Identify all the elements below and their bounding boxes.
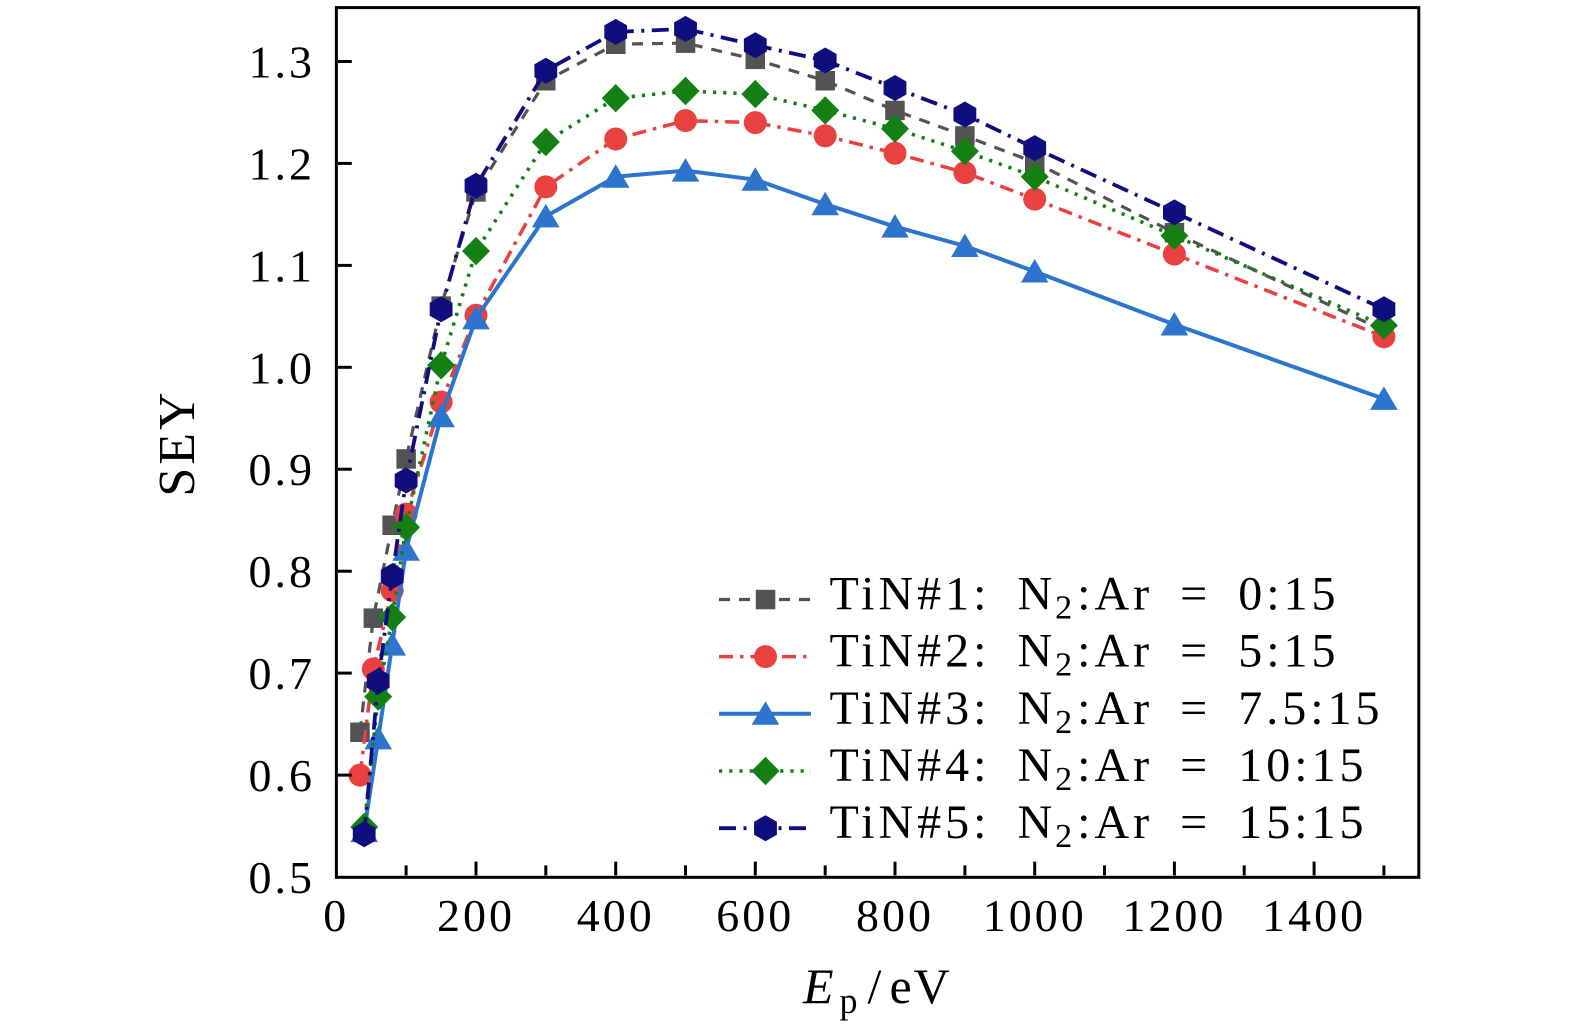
svg-text:TiN#2: N2:Ar = 5:15: TiN#2: N2:Ar = 5:15	[830, 625, 1340, 684]
svg-text:0.6: 0.6	[249, 750, 316, 801]
svg-text:TiN#1: N2:Ar = 0:15: TiN#1: N2:Ar = 0:15	[830, 568, 1340, 627]
svg-text:SEY: SEY	[149, 389, 206, 496]
svg-text:TiN#4: N2:Ar = 10:15: TiN#4: N2:Ar = 10:15	[830, 739, 1368, 798]
svg-text:0.8: 0.8	[249, 546, 316, 597]
svg-text:0.9: 0.9	[249, 444, 316, 495]
svg-text:1200: 1200	[1122, 890, 1226, 941]
svg-text:1.2: 1.2	[249, 138, 316, 189]
svg-text:1.1: 1.1	[249, 240, 316, 291]
svg-text:0.5: 0.5	[249, 852, 316, 903]
svg-text:600: 600	[716, 890, 794, 941]
svg-text:TiN#3: N2:Ar = 7.5:15: TiN#3: N2:Ar = 7.5:15	[830, 682, 1384, 741]
svg-text:1000: 1000	[983, 890, 1087, 941]
svg-text:200: 200	[437, 890, 515, 941]
svg-text:1400: 1400	[1262, 890, 1366, 941]
svg-text:0: 0	[323, 890, 349, 941]
svg-text:1.3: 1.3	[249, 37, 316, 88]
svg-text:TiN#5: N2:Ar = 15:15: TiN#5: N2:Ar = 15:15	[830, 796, 1368, 855]
svg-text:Ep/eV: Ep / eV	[802, 958, 952, 1021]
svg-text:0.7: 0.7	[249, 648, 316, 699]
svg-text:800: 800	[856, 890, 934, 941]
svg-text:400: 400	[577, 890, 655, 941]
svg-text:1.0: 1.0	[249, 342, 316, 393]
